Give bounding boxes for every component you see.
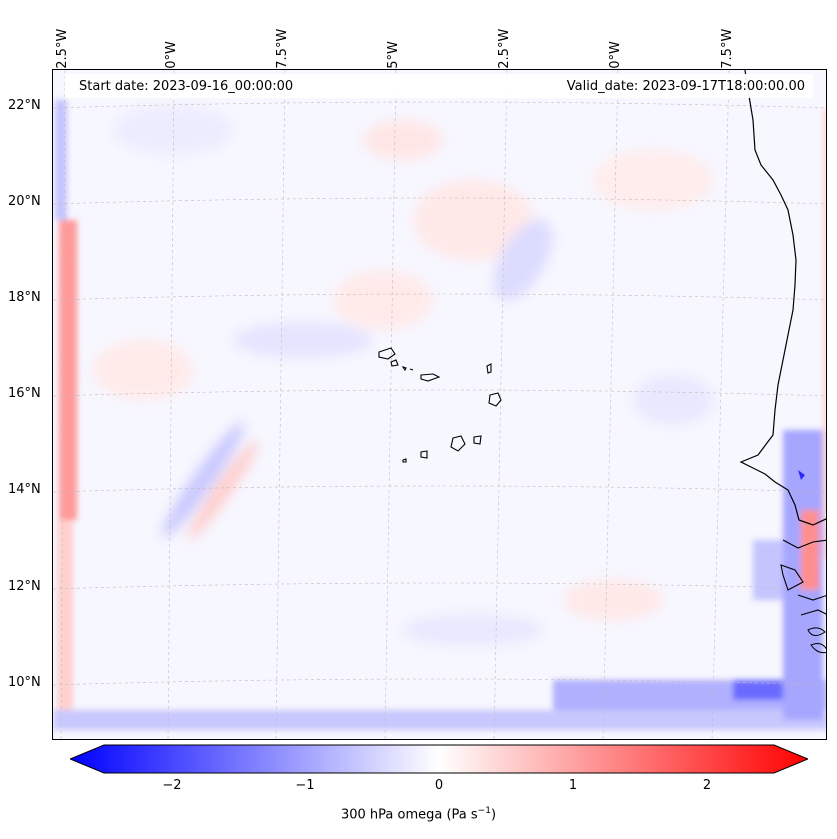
lat-label-10n: 10°N [8, 675, 41, 690]
omega-field-map [53, 70, 826, 739]
colorbar-graphic [68, 744, 810, 774]
lat-label-14n: 14°N [8, 482, 41, 497]
start-date-label: Start date: 2023-09-16_00:00:00 [79, 79, 294, 94]
graticule [53, 70, 826, 739]
lat-label-20n: 20°N [8, 194, 41, 209]
cape-verde-islands [378, 347, 502, 463]
africa-coastline [739, 70, 826, 526]
colorbar-tick-2: 2 [702, 778, 712, 793]
lat-label-22n: 22°N [8, 98, 41, 113]
lat-label-12n: 12°N [8, 579, 41, 594]
colorbar [68, 744, 810, 774]
colorbar-tick-minus1: −1 [295, 778, 315, 793]
lat-label-16n: 16°N [8, 386, 41, 401]
colorbar-tick-minus2: −2 [162, 778, 182, 793]
colorbar-tick-1: 1 [568, 778, 578, 793]
lat-label-18n: 18°N [8, 290, 41, 305]
colorbar-label: 300 hPa omega (Pa s−1) [340, 806, 497, 823]
valid-date-label: Valid_date: 2023-09-17T18:00:00.00 [566, 79, 805, 94]
map-panel[interactable]: Start date: 2023-09-16_00:00:00 Valid_da… [52, 69, 827, 740]
date-banner: Start date: 2023-09-16_00:00:00 Valid_da… [65, 74, 813, 98]
boundary-artifacts [53, 100, 826, 730]
colorbar-tick-zero: 0 [434, 778, 444, 793]
omega-field-texture [93, 105, 713, 646]
